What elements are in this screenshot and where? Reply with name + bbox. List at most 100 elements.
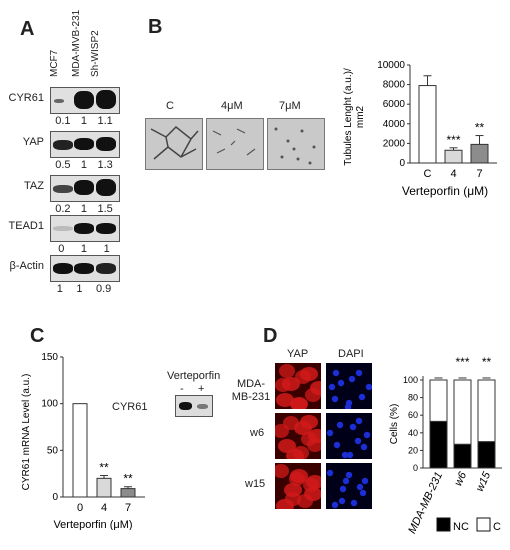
stained-cell: [290, 397, 308, 409]
blot-ratio-value: 1: [103, 243, 110, 255]
tube-formation-image-control: [145, 118, 203, 170]
nucleus: [333, 441, 341, 449]
nucleus: [326, 429, 334, 437]
x-tick-label: 4: [450, 168, 456, 180]
nucleus: [359, 489, 367, 497]
blot-image: [50, 255, 120, 282]
x-tick-label: w6: [452, 469, 469, 488]
row-label-mda: MDA- MB-231: [231, 378, 271, 403]
stained-cell: [300, 367, 318, 381]
nucleus: [331, 501, 339, 509]
y-tick-label: 60: [408, 410, 418, 420]
bar: [72, 403, 88, 498]
blot-band: [96, 179, 116, 196]
y-tick-label: 150: [41, 352, 58, 363]
blot-ratio-value: 0.1: [55, 115, 71, 127]
blot-ratio-value: 0.5: [55, 159, 71, 171]
y-tick-label: 20: [408, 445, 418, 455]
nucleus: [328, 383, 336, 391]
yap-stain-cells: [275, 364, 321, 409]
blot-ratio-value: 1: [56, 283, 63, 295]
nucleus: [345, 399, 353, 407]
y-tick-label: 0: [399, 158, 405, 169]
blot-band: [74, 91, 94, 109]
blot-band: [53, 185, 73, 193]
y-tick-label: 100: [403, 375, 418, 385]
x-tick-label: C: [424, 168, 432, 180]
bar-c: [429, 379, 448, 422]
dapi-stain-image: [326, 413, 372, 459]
significance-mark: **: [99, 461, 109, 475]
stained-cell: [284, 483, 302, 497]
nucleus: [341, 451, 349, 459]
y-tick-label: 10000: [377, 60, 405, 71]
tube-formation-image-7um: [267, 118, 325, 170]
bar: [120, 488, 136, 498]
x-tick-label: 7: [125, 502, 131, 514]
blot-band: [53, 140, 73, 150]
nucleus: [349, 423, 357, 431]
micro-label-4um: 4μM: [221, 100, 243, 112]
tube-formation-image-4um: [206, 118, 264, 170]
bar: [470, 143, 489, 164]
blot-ratio-row: 0.5 1 1.3: [50, 159, 118, 171]
y-tick-label: 0: [413, 463, 418, 473]
blot-band: [74, 138, 94, 150]
yap-stain-image: [275, 463, 321, 509]
x-axis-label: Verteporfin (μM): [402, 184, 488, 198]
nucleus: [350, 499, 358, 507]
y-axis-label: Cells (%): [389, 404, 400, 445]
y-axis-label: CYR61 mRNA Level (a.u.): [21, 374, 32, 491]
col-label-yap: YAP: [287, 348, 309, 360]
legend-label: C: [493, 521, 501, 533]
blot-ratio-value: 0.2: [55, 203, 71, 215]
blot-protein-label: β-Actin: [9, 260, 44, 272]
blot-ratio-value: 1: [76, 283, 83, 295]
bar-nc: [429, 420, 448, 469]
y-tick-label: 0: [52, 492, 58, 503]
stained-cell: [286, 449, 304, 459]
panel-c-letter: C: [30, 325, 45, 347]
blot-band: [53, 263, 73, 274]
blot-ratio-value: 1: [80, 243, 88, 255]
nucleus: [361, 477, 369, 485]
blot-band: [53, 226, 73, 231]
tube-length-bar-chart: 0 2000 4000 6000 8000 10000 C *** 4 ** 7 Tubules Le…: [343, 60, 497, 198]
lane-label: Sh-WISP2: [90, 30, 101, 77]
blot-band: [96, 137, 116, 151]
legend-swatch: [436, 517, 451, 532]
stained-cell: [289, 472, 305, 486]
nucleus: [355, 417, 363, 425]
nucleus: [354, 437, 362, 445]
nucleus: [356, 483, 364, 491]
panel-a-letter: A: [20, 18, 35, 40]
nucleus: [345, 471, 353, 479]
nucleus: [346, 451, 354, 459]
panel-d-letter: D: [263, 325, 278, 347]
blot-ratio-value: 1.1: [97, 115, 113, 127]
significance-mark: **: [123, 472, 133, 486]
nucleus: [365, 383, 372, 391]
nucleus: [326, 469, 334, 477]
nucleus: [360, 443, 368, 451]
nucleus: [331, 395, 339, 403]
blot-ratio-value: 0.9: [95, 283, 112, 295]
stained-cell: [297, 494, 313, 508]
stained-cell: [275, 464, 289, 478]
y-axis-label-line: mm2: [355, 105, 366, 128]
nucleus: [348, 375, 356, 383]
significance-mark: **: [482, 355, 492, 369]
blot-ratio-value: 1.3: [97, 159, 113, 171]
blot-ratio-value: 1.5: [97, 203, 113, 215]
blot-band: [74, 223, 94, 234]
stained-cell: [276, 499, 294, 509]
stained-cell: [310, 381, 321, 395]
x-axis-label: Verteporfin (μM): [53, 519, 132, 530]
bar: [96, 477, 112, 498]
blot-image: [50, 87, 120, 114]
blot-ratio-value: 1: [80, 115, 88, 127]
dapi-stain-image: [326, 463, 372, 509]
significance-mark: ***: [455, 355, 469, 369]
bar-nc: [453, 443, 472, 469]
